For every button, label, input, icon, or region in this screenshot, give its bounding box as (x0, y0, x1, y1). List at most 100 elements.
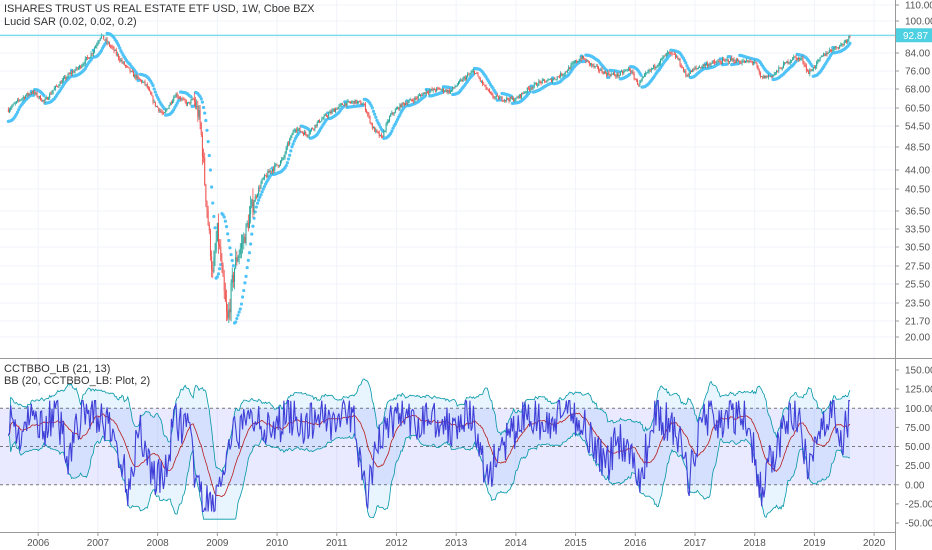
candle-body (45, 97, 47, 99)
candle-body (283, 156, 285, 158)
candle-body (351, 101, 353, 103)
candle-body (265, 175, 267, 177)
candle-body (203, 156, 205, 158)
candle-body (715, 62, 717, 64)
sar-dot (203, 111, 207, 115)
price-pane-background (0, 0, 895, 358)
oscillator-axis[interactable]: 150.00 125.00 100.00 75.00 50.00 25.00 0.00 -25… (895, 366, 932, 530)
price-axis-label: 48.50 (905, 143, 930, 154)
candle-body (390, 114, 392, 117)
candle-body (80, 65, 82, 68)
candle-body (114, 50, 116, 51)
candle-body (798, 57, 800, 60)
candle-body (120, 60, 122, 61)
candle-body (310, 128, 312, 131)
candle-body (474, 70, 476, 74)
candle-body (639, 81, 641, 86)
candle-body (173, 97, 175, 101)
candle-body (190, 100, 192, 104)
price-axis-label: 30.50 (905, 243, 930, 254)
candle-body (537, 85, 539, 87)
sar-dot (226, 232, 230, 236)
candle-body (91, 53, 93, 55)
oscillator-axis-label: 125.00 (905, 385, 932, 396)
candle-body (823, 53, 825, 57)
candle-body (145, 84, 147, 86)
candle-body (545, 80, 547, 83)
candle-body (33, 91, 35, 93)
candle-body (658, 63, 660, 65)
sar-dot (390, 129, 394, 133)
candle-body (624, 70, 626, 72)
candle-body (50, 93, 52, 95)
candle-body (640, 80, 642, 82)
candle-body (201, 134, 203, 157)
candle-body (507, 97, 509, 100)
candle-body (452, 87, 454, 90)
sar-dot (240, 295, 245, 299)
candle-body (486, 88, 488, 90)
candle-body (583, 55, 585, 60)
candle-body (727, 59, 729, 63)
oscillator-line (7, 398, 850, 513)
candle-body (271, 169, 273, 172)
candle-body (730, 57, 732, 62)
candle-body (27, 93, 29, 95)
candle-body (359, 101, 361, 103)
candle-body (49, 93, 51, 99)
candle-body (149, 88, 151, 92)
candle-body (443, 88, 445, 92)
candle-body (423, 92, 425, 94)
candle-body (499, 97, 501, 100)
candle-body (526, 87, 528, 92)
candle-body (797, 57, 799, 61)
sar-dot (285, 161, 289, 165)
candle-body (238, 254, 240, 259)
candle-body (454, 86, 456, 88)
candle-body (81, 65, 83, 68)
candle-body (601, 69, 603, 73)
candle-body (25, 95, 27, 99)
candle-body (519, 94, 521, 98)
oscillator-level-lines (0, 407, 895, 486)
sar-dot (230, 258, 234, 263)
candle-body (121, 60, 123, 63)
candle-body (495, 95, 497, 97)
candle-body (11, 106, 13, 108)
candle-body (68, 73, 70, 75)
candle-body (183, 99, 185, 100)
candle-body (381, 134, 383, 137)
candle-body (7, 109, 9, 112)
candle-body (286, 143, 288, 147)
candle-body (642, 76, 644, 79)
candle-body (459, 80, 461, 82)
candle-body (635, 79, 637, 81)
time-axis[interactable]: 2006 2007 2008 2009 2010 2011 2012 2013 2014 2015… (27, 532, 886, 549)
price-axis-label: 25.50 (905, 280, 930, 291)
candle-body (360, 101, 362, 105)
candle-body (842, 44, 844, 45)
candle-body (625, 69, 627, 71)
candle-body (527, 87, 529, 89)
candle-body (593, 64, 595, 67)
candle-body (180, 98, 182, 100)
candle-body (247, 222, 249, 229)
candle-body (17, 99, 19, 102)
candle-body (105, 39, 107, 41)
candle-body (59, 82, 61, 86)
price-axis-label: 76.00 (905, 67, 930, 78)
price-axis[interactable]: 110.00100.0092.0084.0076.0068.0060.5054.… (895, 1, 932, 344)
candle-body (772, 75, 774, 78)
candle-body (631, 71, 633, 73)
price-axis-label: 84.00 (905, 49, 930, 60)
candle-body (810, 70, 812, 72)
candle-body (758, 70, 760, 73)
sar-dot (118, 46, 122, 50)
candle-body (154, 101, 156, 107)
candle-body (778, 67, 780, 72)
candle-body (813, 66, 815, 68)
candle-body (555, 79, 557, 80)
candle-body (267, 170, 269, 178)
candle-body (596, 65, 598, 67)
candle-body (491, 93, 493, 95)
